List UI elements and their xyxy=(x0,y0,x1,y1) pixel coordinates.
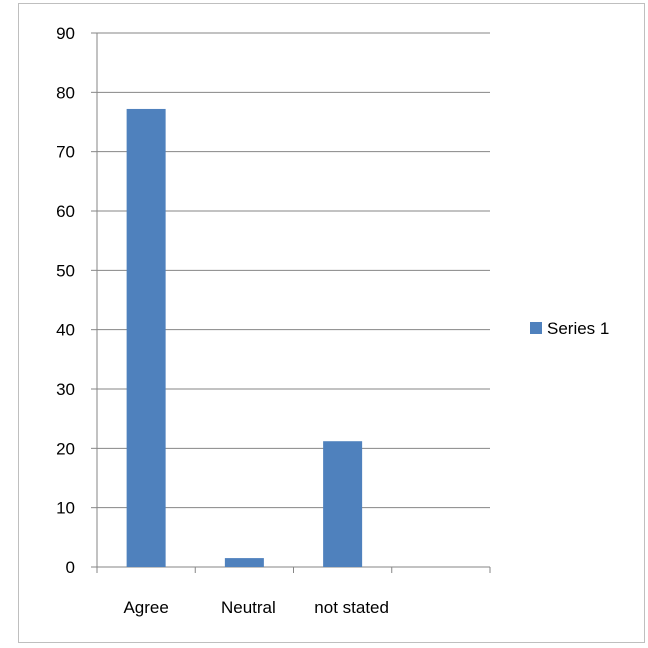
y-tick-label: 50 xyxy=(56,261,75,280)
bar-agree xyxy=(126,108,166,568)
y-tick-labels: 0 10 20 30 40 50 60 70 80 90 xyxy=(56,24,75,577)
x-tick-label: Neutral xyxy=(221,598,276,617)
y-tick-label: 60 xyxy=(56,202,75,221)
x-tick-label: not stated xyxy=(314,598,389,617)
bar-not-stated xyxy=(323,441,363,567)
x-tick-labels: Agree Neutral not stated xyxy=(123,598,389,617)
y-tick-label: 0 xyxy=(66,558,75,577)
y-tick-label: 70 xyxy=(56,143,75,162)
legend-label: Series 1 xyxy=(547,319,609,338)
y-tick-label: 20 xyxy=(56,439,75,458)
bars xyxy=(126,108,363,568)
y-tick-label: 90 xyxy=(56,24,75,43)
bar-neutral xyxy=(224,558,264,567)
y-tick-label: 80 xyxy=(56,83,75,102)
y-tick-label: 30 xyxy=(56,380,75,399)
legend-swatch xyxy=(530,322,542,334)
x-tick-label: Agree xyxy=(123,598,168,617)
y-tick-label: 10 xyxy=(56,499,75,518)
y-tick-label: 40 xyxy=(56,321,75,340)
legend: Series 1 xyxy=(530,319,609,338)
